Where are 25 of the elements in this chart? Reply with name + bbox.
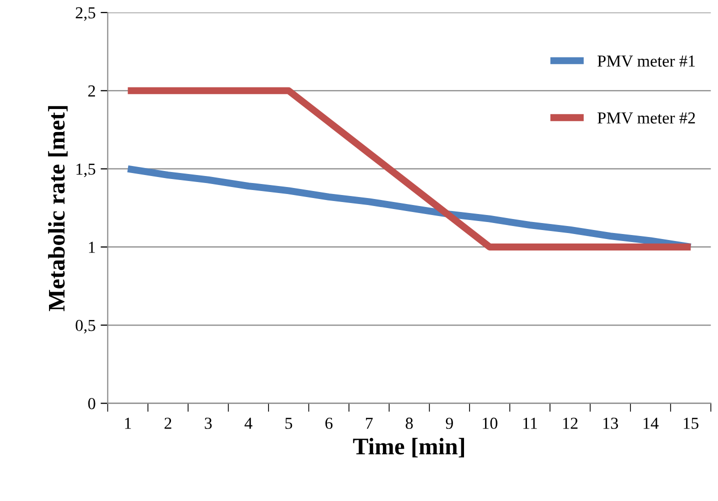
x-tick-label: 10 <box>482 418 498 429</box>
legend-label: PMV meter #1 <box>598 56 695 67</box>
x-tick-label: 7 <box>366 418 373 429</box>
y-tick-label: 0 <box>88 398 96 410</box>
x-tick-label: 11 <box>523 418 537 429</box>
y-tick-label: 2 <box>88 85 95 96</box>
x-tick-label: 6 <box>325 418 333 429</box>
legend-label: PMV meter #2 <box>598 112 695 124</box>
x-tick-label: 13 <box>603 418 618 429</box>
x-tick-label: 12 <box>563 418 578 429</box>
x-tick-label: 9 <box>446 418 453 429</box>
x-tick-label: 4 <box>244 418 252 429</box>
x-axis-title: Time [min] <box>353 438 464 458</box>
y-tick-label: 1 <box>89 242 95 253</box>
x-tick-label: 14 <box>644 418 659 429</box>
x-tick-label: 15 <box>684 418 698 429</box>
x-tick-label: 5 <box>285 418 292 429</box>
y-axis-title: Metabolic rate [met] <box>48 106 68 312</box>
y-tick-label: 0,5 <box>76 320 96 334</box>
y-tick-label: 1,5 <box>76 164 96 178</box>
x-tick-label: 3 <box>204 418 212 429</box>
x-tick-label: 2 <box>164 418 172 429</box>
y-tick-label: 2,5 <box>76 7 96 21</box>
x-tick-label: 1 <box>125 418 131 429</box>
x-tick-label: 8 <box>406 418 413 429</box>
